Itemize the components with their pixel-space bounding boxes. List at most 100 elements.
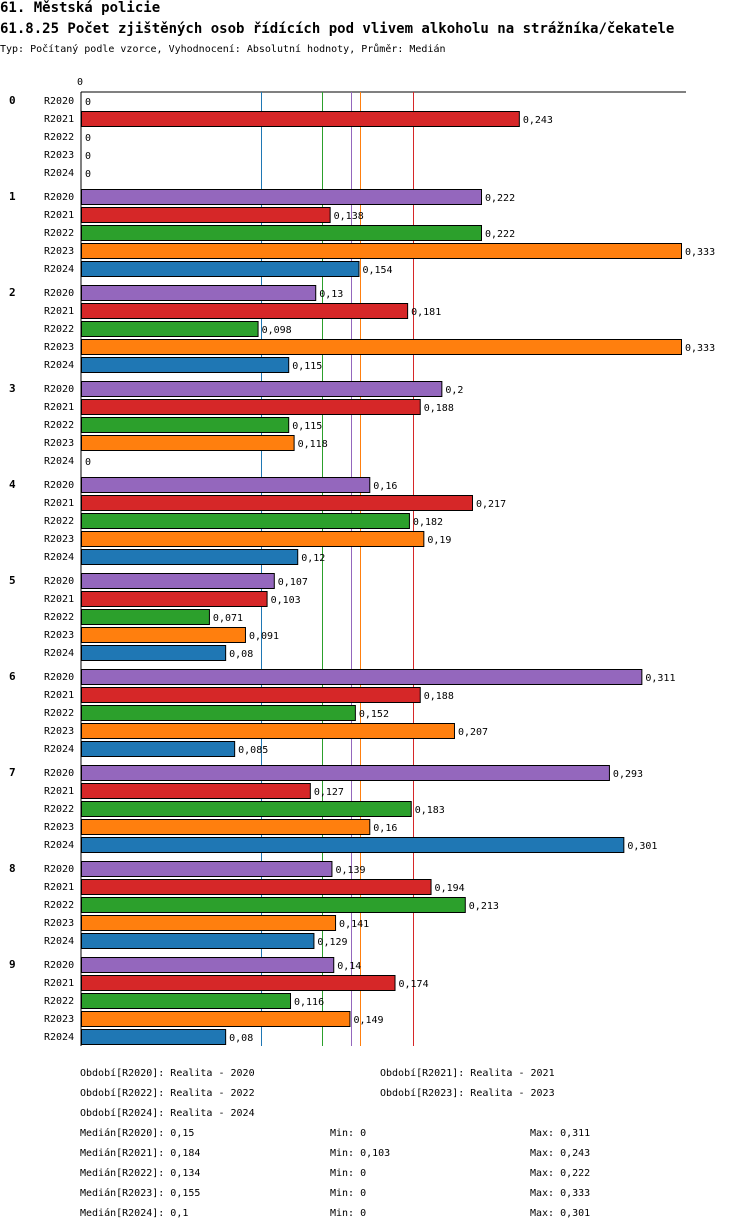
row-label-r2023: R2023	[44, 246, 74, 257]
value-label-r2021-group-3: 0,188	[424, 403, 454, 414]
row-label-r2021: R2021	[44, 114, 74, 125]
value-label-r2023-group-4: 0,19	[427, 535, 451, 546]
row-label-r2020: R2020	[44, 768, 74, 779]
bar-r2024-group-1	[81, 261, 360, 277]
bar-r2020-group-6	[81, 669, 643, 685]
row-label-r2022: R2022	[44, 228, 74, 239]
bar-r2022-group-4	[81, 513, 410, 529]
legend-max-r2023: Max: 0,333	[530, 1188, 591, 1199]
legend-median-r2022: Medián[R2022]: 0,134	[80, 1168, 201, 1179]
row-label-r2022: R2022	[44, 804, 74, 815]
bar-r2020-group-8	[81, 861, 333, 877]
chart-title: 61.8.25 Počet zjištěných osob řídících p…	[0, 21, 675, 37]
legend-min-r2022: Min: 0	[330, 1168, 367, 1179]
value-label-r2022-group-3: 0,115	[292, 421, 322, 432]
legend-min-r2021: Min: 0,103	[330, 1148, 391, 1159]
value-label-r2022-group-1: 0,222	[485, 229, 515, 240]
value-label-r2024-group-3: 0	[85, 457, 91, 468]
bar-r2020-group-5	[81, 573, 275, 589]
bar-r2023-group-1	[81, 243, 682, 259]
value-label-r2023-group-3: 0,118	[298, 439, 328, 450]
bar-r2021-group-6	[81, 687, 421, 703]
bar-r2023-group-4	[81, 531, 425, 547]
row-label-r2021: R2021	[44, 786, 74, 797]
bar-r2022-group-8	[81, 897, 466, 913]
row-label-r2020: R2020	[44, 960, 74, 971]
row-label-r2024: R2024	[44, 648, 74, 659]
legend-min-r2023: Min: 0	[330, 1188, 367, 1199]
row-label-r2023: R2023	[44, 342, 74, 353]
row-label-r2023: R2023	[44, 822, 74, 833]
row-label-r2020: R2020	[44, 384, 74, 395]
row-label-r2023: R2023	[44, 630, 74, 641]
bar-r2024-group-8	[81, 933, 315, 949]
bar-r2022-group-9	[81, 993, 292, 1009]
value-label-r2021-group-7: 0,127	[314, 787, 344, 798]
row-label-r2021: R2021	[44, 690, 74, 701]
legend-max-r2021: Max: 0,243	[530, 1148, 591, 1159]
bar-r2023-group-7	[81, 819, 371, 835]
legend-period-r2021: Období[R2021]: Realita - 2021	[380, 1068, 555, 1079]
bar-r2024-group-2	[81, 357, 290, 373]
bar-r2024-group-9	[81, 1029, 227, 1045]
value-label-r2021-group-1: 0,138	[334, 211, 364, 222]
row-label-r2020: R2020	[44, 96, 74, 107]
bar-r2020-group-9	[81, 957, 335, 973]
value-label-r2024-group-0: 0	[85, 169, 91, 180]
row-label-r2023: R2023	[44, 1014, 74, 1025]
group-label-8: 8	[9, 862, 16, 875]
bar-r2020-group-3	[81, 381, 443, 397]
value-label-r2023-group-0: 0	[85, 151, 91, 162]
row-label-r2023: R2023	[44, 438, 74, 449]
legend-median-r2021: Medián[R2021]: 0,184	[80, 1148, 201, 1159]
row-label-r2024: R2024	[44, 552, 74, 563]
value-label-r2021-group-6: 0,188	[424, 691, 454, 702]
group-label-6: 6	[9, 670, 16, 683]
row-label-r2023: R2023	[44, 150, 74, 161]
value-label-r2020-group-1: 0,222	[485, 193, 515, 204]
bar-r2024-group-7	[81, 837, 625, 853]
row-label-r2022: R2022	[44, 612, 74, 623]
group-label-9: 9	[9, 958, 16, 971]
bar-r2020-group-2	[81, 285, 317, 301]
value-label-r2021-group-5: 0,103	[271, 595, 301, 606]
group-label-3: 3	[9, 382, 16, 395]
bar-r2020-group-1	[81, 189, 482, 205]
value-label-r2021-group-9: 0,174	[399, 979, 429, 990]
bar-r2022-group-2	[81, 321, 259, 337]
bar-r2023-group-5	[81, 627, 246, 643]
value-label-r2020-group-7: 0,293	[613, 769, 643, 780]
row-label-r2021: R2021	[44, 594, 74, 605]
value-label-r2024-group-1: 0,154	[362, 265, 392, 276]
row-label-r2024: R2024	[44, 360, 74, 371]
row-label-r2021: R2021	[44, 498, 74, 509]
bar-r2022-group-3	[81, 417, 290, 433]
bar-r2022-group-7	[81, 801, 412, 817]
value-label-r2020-group-0: 0	[85, 97, 91, 108]
row-label-r2022: R2022	[44, 996, 74, 1007]
value-label-r2023-group-1: 0,333	[685, 247, 715, 258]
legend-median-r2020: Medián[R2020]: 0,15	[80, 1128, 195, 1139]
value-label-r2021-group-4: 0,217	[476, 499, 506, 510]
value-label-r2021-group-2: 0,181	[411, 307, 441, 318]
value-label-r2020-group-3: 0,2	[445, 385, 463, 396]
legend-period-r2024: Období[R2024]: Realita - 2024	[80, 1108, 255, 1119]
value-label-r2023-group-7: 0,16	[373, 823, 397, 834]
value-label-r2023-group-9: 0,149	[353, 1015, 383, 1026]
value-label-r2022-group-2: 0,098	[262, 325, 292, 336]
row-label-r2022: R2022	[44, 324, 74, 335]
legend-period-r2023: Období[R2023]: Realita - 2023	[380, 1088, 555, 1099]
value-label-r2021-group-8: 0,194	[435, 883, 465, 894]
value-label-r2022-group-5: 0,071	[213, 613, 243, 624]
legend-max-r2024: Max: 0,301	[530, 1208, 591, 1219]
row-label-r2021: R2021	[44, 210, 74, 221]
axis-zero-label: 0	[77, 77, 83, 88]
row-label-r2020: R2020	[44, 576, 74, 587]
row-label-r2021: R2021	[44, 306, 74, 317]
page-title: 61. Městská policie	[0, 0, 161, 16]
value-label-r2020-group-5: 0,107	[278, 577, 308, 588]
row-label-r2022: R2022	[44, 516, 74, 527]
legend-period-r2020: Období[R2020]: Realita - 2020	[80, 1068, 255, 1079]
bar-r2022-group-6	[81, 705, 356, 721]
